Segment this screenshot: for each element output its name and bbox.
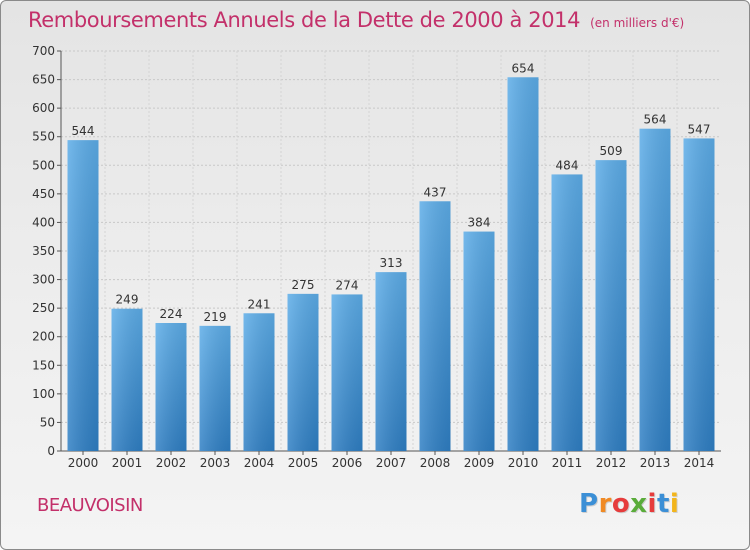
- y-tick-label: 200: [32, 330, 55, 344]
- logo-letter: i: [669, 489, 680, 519]
- value-label: 274: [336, 278, 359, 292]
- bar-shade: [551, 174, 583, 451]
- axes: 0 50 100 150 200 250 300 350 400 450 500 550 600 650 7…: [32, 44, 721, 470]
- bar-shade: [287, 293, 319, 451]
- bars: [67, 77, 715, 452]
- value-label: 249: [116, 293, 139, 307]
- value-label: 437: [424, 185, 447, 199]
- value-labels: 544 249 224 219 241 275 274 313 437 384 654 484 509 5…: [72, 61, 711, 324]
- logo-letter: P: [579, 489, 599, 519]
- bar-shade: [67, 140, 99, 451]
- bar-shade: [419, 201, 451, 451]
- x-tick-label: 2009: [464, 456, 495, 470]
- bar-shade: [375, 272, 407, 451]
- x-tick-label: 2012: [596, 456, 627, 470]
- bar-shade: [595, 160, 627, 451]
- x-tick-label: 2003: [200, 456, 231, 470]
- logo-letter: x: [630, 489, 648, 519]
- value-label: 484: [556, 158, 579, 172]
- x-tick-label: 2010: [508, 456, 539, 470]
- x-tick-label: 2000: [68, 456, 99, 470]
- y-tick-label: 250: [32, 301, 55, 315]
- bar-shade: [463, 231, 495, 451]
- logo-letter: i: [647, 489, 657, 519]
- y-tick-label: 0: [47, 444, 55, 458]
- proxiti-logo: Proxiti: [579, 489, 679, 519]
- y-tick-label: 350: [32, 244, 55, 258]
- y-tick-label: 50: [40, 415, 55, 429]
- value-label: 219: [204, 310, 227, 324]
- y-tick-label: 450: [32, 187, 55, 201]
- bar-shade: [111, 308, 143, 451]
- bar-shade: [243, 313, 275, 451]
- bar-shade: [199, 325, 231, 451]
- chart-title: Remboursements Annuels de la Dette de 20…: [28, 8, 684, 32]
- y-tick-label: 550: [32, 130, 55, 144]
- logo-letter: t: [656, 489, 670, 519]
- x-tick-label: 2007: [376, 456, 407, 470]
- y-tick-label: 400: [32, 215, 55, 229]
- chart-title-text: Remboursements Annuels de la Dette de 20…: [28, 8, 581, 32]
- unit-label: (en milliers d'€): [590, 16, 685, 30]
- value-label: 544: [72, 124, 95, 138]
- x-tick-label: 2006: [332, 456, 363, 470]
- value-label: 564: [644, 113, 667, 127]
- bar-shade: [683, 138, 715, 451]
- value-label: 654: [512, 61, 535, 75]
- value-label: 224: [160, 307, 183, 321]
- y-tick-label: 600: [32, 101, 55, 115]
- x-tick-label: 2014: [684, 456, 715, 470]
- y-tick-label: 700: [32, 44, 55, 58]
- value-label: 275: [292, 278, 315, 292]
- value-label: 241: [248, 297, 271, 311]
- bar-shade: [155, 323, 187, 451]
- x-tick-label: 2002: [156, 456, 187, 470]
- value-label: 313: [380, 256, 403, 270]
- bar-shade: [639, 128, 671, 451]
- value-label: 384: [468, 216, 491, 230]
- commune-name: BEAUVOISIN: [37, 495, 143, 516]
- logo-letter: r: [598, 489, 612, 519]
- y-tick-label: 650: [32, 73, 55, 87]
- y-tick-label: 100: [32, 387, 55, 401]
- x-tick-label: 2005: [288, 456, 319, 470]
- x-tick-label: 2008: [420, 456, 451, 470]
- y-tick-label: 150: [32, 358, 55, 372]
- y-tick-label: 300: [32, 273, 55, 287]
- x-tick-label: 2013: [640, 456, 671, 470]
- logo-letter: o: [611, 489, 631, 519]
- bar-shade: [507, 77, 539, 452]
- value-label: 547: [688, 122, 711, 136]
- y-tick-label: 500: [32, 158, 55, 172]
- x-tick-label: 2004: [244, 456, 275, 470]
- value-label: 509: [600, 144, 623, 158]
- bar-shade: [331, 294, 363, 451]
- x-tick-label: 2001: [112, 456, 143, 470]
- x-tick-label: 2011: [552, 456, 583, 470]
